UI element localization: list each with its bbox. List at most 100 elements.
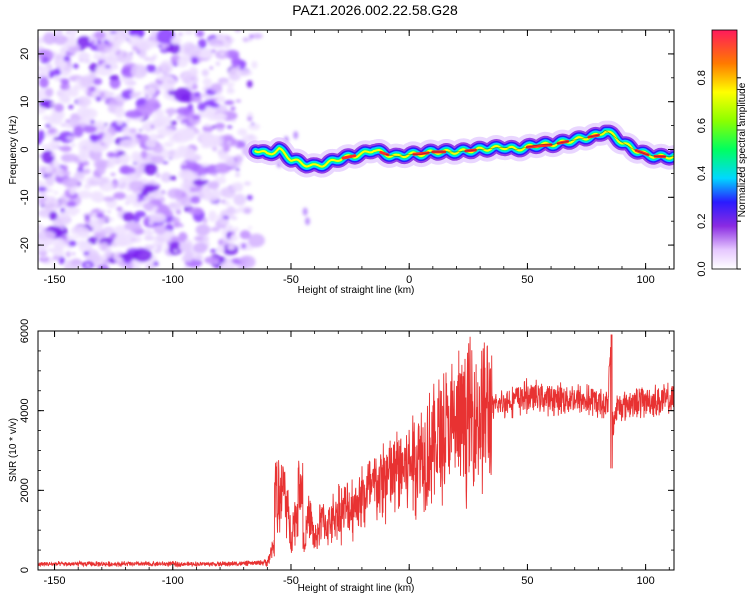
spectrogram-noise-blob [145,138,157,149]
x-tick-label: -100 [162,274,184,286]
spectrogram-noise-blob [227,244,236,251]
spectrogram-noise-blob [67,61,72,66]
spectrogram-noise-blob [175,127,195,140]
spectrogram-noise-blob [222,144,231,153]
spectrogram-noise-blob [38,49,50,57]
spectrogram-noise-blob [50,152,56,157]
spectrogram-noise [38,30,311,269]
spectrogram-noise-blob [169,175,177,181]
spectrogram-noise-blob [134,210,146,218]
spectrogram-noise-blob [103,132,112,140]
spectrogram-noise-blob [38,186,47,192]
spectrogram-noise-blob [48,163,55,166]
spectrogram-noise-blob [163,85,176,92]
spectrogram-noise-blob [73,236,79,240]
spectrogram-noise-blob [197,38,207,49]
spectrogram-noise-blob [200,48,214,59]
spectrogram-noise-blob [184,30,194,35]
spectrogram-noise-blob [175,209,181,215]
spectrogram-noise-blob [66,200,77,208]
spectrogram-noise-blob [119,138,138,149]
spectrogram-noise-blob [248,123,261,131]
spectrogram-noise-blob [48,189,54,192]
spectrogram-noise-blob [165,107,178,115]
spectrogram-noise-blob [83,251,90,256]
spectrogram-noise-blob [124,221,142,231]
x-tick-label: -100 [162,575,184,587]
x-tick-label: -150 [44,575,66,587]
spectrogram-noise-blob [104,122,108,126]
spectrogram-noise-blob [51,111,58,118]
spectrogram-noise-blob [88,180,100,187]
spectrogram-noise-blob [96,213,105,219]
spectrogram-noise-blob [212,97,218,101]
spectrogram-noise-blob [98,54,108,61]
spectrogram-noise-blob [64,39,78,48]
spectrogram-noise-blob [113,225,128,236]
spectrogram-noise-blob [188,66,199,78]
spectrogram-noise-blob [125,118,131,124]
y-tick-label: 6000 [19,319,31,343]
spectrogram-noise-blob [230,106,236,111]
spectrogram-noise-blob [150,124,154,129]
spectrogram-noise-blob [157,74,173,82]
spectrogram-noise-blob [202,125,214,133]
spectrogram-noise-blob [161,224,165,227]
spectrogram-noise-blob [97,264,110,269]
spectrogram-noise-blob [66,259,72,264]
spectrogram-noise-blob [145,64,157,73]
spectrogram-noise-blob [85,263,91,267]
spectrogram-noise-blob [93,232,103,238]
spectrogram-noise-blob [215,167,219,171]
spectrogram-xlabel: Height of straight line (km) [298,285,415,296]
spectrogram-noise-blob [204,256,219,264]
colorbar-ticks: 0.0 0.2 0.4 0.6 0.8 [696,70,741,277]
spectrogram-noise-blob [98,208,103,212]
spectrogram-noise-blob [209,103,220,108]
spectrogram-noise-blob [143,202,155,211]
spectrogram-noise-blob [150,30,159,40]
spectrogram-noise-blob [139,129,143,132]
spectrogram-noise-blob [38,130,46,141]
spectrogram-noise-blob [246,37,253,42]
spectrogram-noise-blob [168,231,175,238]
spectrogram-noise-blob [97,217,106,225]
colorbar: 0.0 0.2 0.4 0.6 0.8 Normalized spectral ampl… [696,29,748,277]
spectrogram-noise-blob [233,193,247,206]
spectrogram-noise-blob [234,30,241,33]
spectrogram-noise-blob [83,183,92,190]
spectrogram-noise-blob [50,248,56,253]
spectrogram-noise-blob [93,257,103,262]
spectrogram-ylabel: Frequency (Hz) [8,116,19,185]
snr-ylabel: SNR (10 * v/v) [8,418,19,482]
spectrogram-noise-blob [230,231,236,235]
spectrogram-noise-blob [239,230,251,240]
spectrogram-noise-blob [84,217,91,224]
spectrogram-noise-blob [223,134,234,141]
spectrogram-noise-blob [45,175,55,187]
spectrogram-noise-blob [221,38,227,43]
spectrogram-noise-blob [246,80,253,88]
colorbar-tick-label: 0.4 [696,166,708,181]
spectrogram-noise-blob [110,241,118,248]
spectrogram-noise-blob [99,97,106,101]
spectrogram-noise-blob [149,212,167,223]
spectrogram-noise-blob [42,56,49,61]
spectrogram-noise-blob [192,179,207,186]
spectrogram-noise-blob [94,198,104,203]
spectrogram-noise-blob [130,165,149,175]
spectrogram-noise-blob [103,91,113,97]
spectrogram-noise-blob [82,168,91,175]
colorbar-tick-label: 0.0 [696,261,708,276]
spectrogram-noise-blob [68,240,77,247]
spectrogram-noise-blob [194,254,204,261]
spectrogram-noise-blob [229,234,239,242]
spectrogram-noise-blob [247,116,253,121]
spectrogram-noise-blob [234,140,247,149]
spectrogram-noise-blob [66,135,76,141]
spectrogram-noise-blob [44,197,60,210]
spectrogram-noise-blob [209,66,214,70]
spectrogram-noise-blob [183,44,202,57]
spectrogram-noise-blob [134,199,137,204]
spectrogram-noise-blob [59,83,71,91]
